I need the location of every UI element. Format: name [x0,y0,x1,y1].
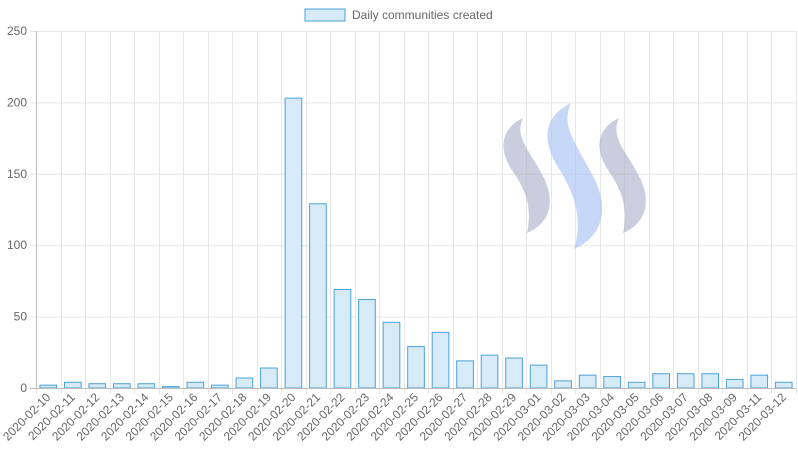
y-tick-label: 100 [7,238,27,252]
bar[interactable] [333,288,352,389]
bar[interactable] [480,354,499,389]
bar[interactable] [505,357,523,389]
bar[interactable] [627,381,646,389]
legend-swatch[interactable] [304,8,346,22]
bar[interactable] [162,386,180,389]
bar[interactable] [211,384,229,389]
legend-label[interactable]: Daily communities created [352,8,493,22]
bar[interactable] [725,378,744,389]
bar[interactable] [358,298,376,389]
bar[interactable] [750,374,769,389]
y-tick-label: 250 [7,24,27,38]
y-tick-label: 150 [7,167,27,181]
bar[interactable] [676,373,695,389]
bar[interactable] [652,373,670,389]
x-tick-labels: 2020-02-102020-02-112020-02-122020-02-13… [0,390,789,444]
axes [30,31,796,389]
bar[interactable] [554,380,572,389]
y-tick-labels: 0 50 100 150 200 250 [7,24,27,395]
y-tick-label: 50 [14,310,28,324]
steem-logo-right-stroke [599,118,646,233]
bar[interactable] [431,331,450,389]
bar[interactable] [309,203,327,389]
steem-logo-middle-stroke [547,103,603,249]
bar[interactable] [235,377,254,389]
bar[interactable] [39,384,58,389]
y-tick-label: 0 [20,381,27,395]
bar[interactable] [186,381,205,389]
bar[interactable] [529,364,548,389]
bar[interactable] [112,383,131,389]
y-tick-label: 200 [7,95,27,109]
bar[interactable] [137,383,156,389]
steem-logo-left-stroke [503,118,550,233]
bar[interactable] [456,360,474,389]
bar[interactable] [284,97,303,389]
bar[interactable] [260,367,278,389]
bar[interactable] [603,376,621,389]
bar[interactable] [88,383,107,389]
bar[interactable] [407,346,425,389]
bar[interactable] [701,373,720,389]
bar[interactable] [382,321,401,389]
steem-logo-icon [503,103,646,249]
bar[interactable] [578,374,597,389]
bar[interactable] [774,381,793,389]
bar[interactable] [63,381,82,389]
legend[interactable]: Daily communities created [304,8,493,22]
grid [30,31,797,394]
bars [39,97,793,389]
